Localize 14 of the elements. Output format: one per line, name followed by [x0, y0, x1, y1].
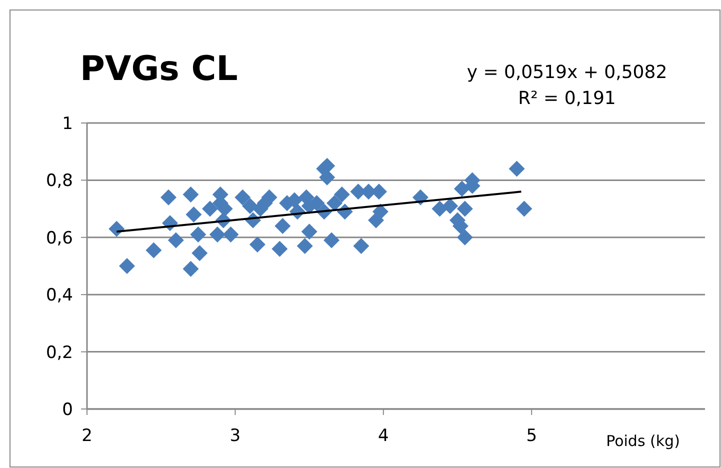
x-tick-label: 4	[378, 426, 389, 446]
y-tick-label: 0	[62, 400, 73, 420]
y-tick-label: 0,2	[46, 342, 73, 363]
x-axis-title: Poids (kg)	[606, 432, 680, 450]
y-tick-label: 0,4	[46, 286, 73, 306]
y-tick-label: 0,6	[46, 228, 73, 248]
x-tick-label: 3	[230, 426, 241, 446]
x-tick-label: 5	[526, 426, 538, 446]
chart-title: PVGs CL	[80, 49, 238, 89]
y-tick-label: 1	[62, 114, 73, 134]
text: R² = 0,191	[518, 88, 616, 109]
text: y = 0,0519x + 0,5082	[466, 62, 668, 83]
x-tick-label: 2	[82, 426, 92, 446]
y-tick-label: 0,8	[46, 171, 73, 192]
